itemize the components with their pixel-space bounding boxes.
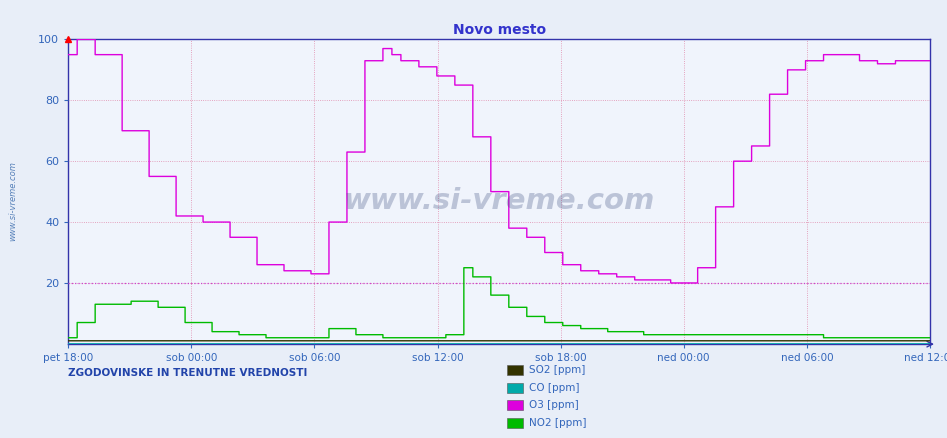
Text: O3 [ppm]: O3 [ppm]	[529, 400, 580, 410]
Text: www.si-vreme.com: www.si-vreme.com	[8, 162, 17, 241]
Text: CO [ppm]: CO [ppm]	[529, 383, 580, 392]
Title: Novo mesto: Novo mesto	[453, 23, 545, 37]
Text: www.si-vreme.com: www.si-vreme.com	[344, 187, 654, 215]
Text: SO2 [ppm]: SO2 [ppm]	[529, 365, 586, 375]
Text: ZGODOVINSKE IN TRENUTNE VREDNOSTI: ZGODOVINSKE IN TRENUTNE VREDNOSTI	[68, 368, 308, 378]
Text: NO2 [ppm]: NO2 [ppm]	[529, 418, 587, 427]
